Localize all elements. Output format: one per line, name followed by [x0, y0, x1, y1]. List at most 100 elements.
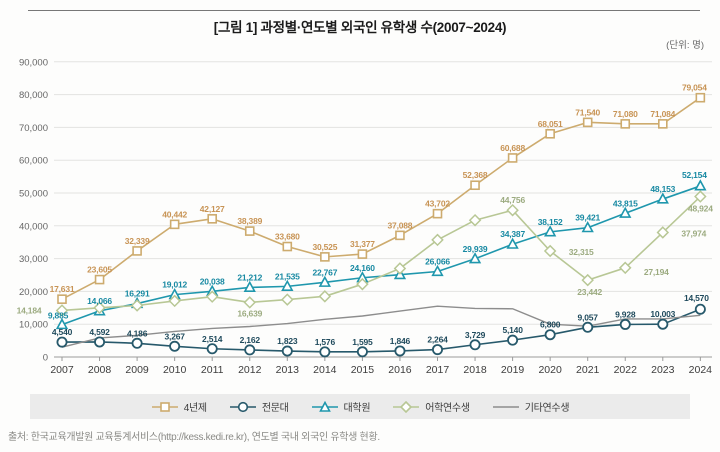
data-label-4년제: 31,377: [350, 239, 375, 249]
data-label-어학연수생: 16,639: [237, 308, 262, 318]
data-label-4년제: 71,080: [613, 109, 638, 119]
data-label-전문대: 5,140: [502, 325, 523, 335]
data-label-전문대: 9,057: [578, 312, 599, 322]
x-tick-label: 2007: [50, 364, 74, 376]
unit-label: (단위: 명): [666, 40, 704, 51]
data-label-어학연수생: 23,442: [577, 287, 602, 297]
marker-diamond-어학연수생: [506, 203, 519, 217]
legend-line-icon: [492, 405, 519, 408]
legend-item-기타연수생: 기타연수생: [492, 399, 570, 414]
data-label-전문대: 2,264: [427, 335, 448, 345]
marker-diamond-어학연수생: [168, 294, 181, 308]
data-label-4년제: 40,442: [162, 209, 187, 219]
x-tick-label: 2013: [276, 364, 300, 376]
marker-triangle-대학원: [619, 206, 632, 218]
marker-square-4년제: [207, 214, 217, 224]
data-label-4년제: 52,368: [463, 170, 488, 180]
y-tick-label: 30,000: [19, 254, 48, 265]
data-label-4년제: 71,084: [650, 109, 675, 119]
marker-square-4년제: [470, 180, 480, 191]
data-label-대학원: 34,387: [500, 229, 525, 239]
marker-triangle-대학원: [581, 221, 594, 233]
legend-diamond-icon: [393, 400, 420, 413]
data-label-전문대: 1,576: [315, 337, 336, 347]
y-tick-label: 10,000: [19, 320, 48, 331]
data-label-전문대: 4,186: [127, 328, 148, 338]
data-label-어학연수생: 37,974: [681, 228, 706, 238]
marker-triangle-대학원: [468, 252, 482, 264]
legend-circle-icon: [229, 401, 256, 412]
marker-circle-전문대: [694, 303, 706, 315]
x-tick-label: 2020: [538, 364, 562, 376]
data-label-대학원: 24,160: [350, 263, 375, 273]
marker-circle-전문대: [507, 334, 519, 346]
data-label-4년제: 37,088: [388, 220, 413, 230]
marker-square-4년제: [695, 92, 706, 103]
marker-circle-전문대: [131, 337, 143, 349]
marker-square-4년제: [507, 153, 518, 163]
marker-circle-전문대: [244, 344, 256, 356]
marker-diamond-어학연수생: [656, 226, 670, 239]
x-tick-label: 2012: [238, 364, 262, 376]
marker-square-4년제: [244, 226, 255, 236]
data-label-4년제: 23,605: [87, 265, 112, 275]
marker-circle-전문대: [431, 344, 443, 356]
marker-diamond-어학연수생: [281, 293, 294, 306]
data-label-어학연수생: 48,924: [688, 204, 713, 214]
legend-label: 기타연수생: [524, 403, 570, 414]
data-label-4년제: 42,127: [200, 204, 225, 214]
data-label-대학원: 29,939: [463, 244, 488, 254]
marker-square-4년제: [545, 128, 555, 139]
data-label-전문대: 1,823: [277, 336, 298, 346]
legend-item-대학원: 대학원: [311, 399, 371, 414]
marker-circle-전문대: [582, 321, 594, 333]
data-label-대학원: 20,038: [200, 276, 225, 286]
marker-circle-전문대: [281, 345, 293, 357]
marker-triangle-대학원: [55, 317, 69, 330]
marker-circle-전문대: [469, 339, 481, 351]
y-tick-label: 70,000: [19, 123, 48, 134]
marker-diamond-어학연수생: [468, 213, 482, 227]
marker-circle-전문대: [356, 346, 368, 358]
source-note: 출처: 한국교육개발원 교육통계서비스(http://kess.kedi.re.…: [8, 432, 380, 443]
data-label-전문대: 2,162: [240, 335, 261, 345]
x-tick-label: 2016: [388, 364, 412, 376]
marker-circle-전문대: [319, 346, 331, 358]
data-label-어학연수생: 14,184: [17, 305, 42, 315]
data-label-4년제: 68,051: [538, 119, 563, 129]
data-label-대학원: 52,154: [682, 170, 707, 180]
y-tick-label: 80,000: [19, 90, 48, 101]
legend-label: 전문대: [261, 403, 289, 414]
marker-square-4년제: [320, 252, 330, 262]
data-label-대학원: 21,212: [237, 272, 262, 282]
data-label-어학연수생: 32,315: [569, 247, 594, 257]
chart-legend: 4년제 전문대 대학원 어학연수생 기타연수생: [30, 394, 690, 419]
data-label-대학원: 9,885: [48, 311, 69, 321]
data-label-대학원: 48,153: [650, 184, 675, 194]
data-label-전문대: 14,570: [684, 293, 709, 303]
marker-square-4년제: [432, 208, 443, 219]
data-label-대학원: 26,066: [425, 257, 450, 267]
data-label-4년제: 32,339: [125, 236, 150, 246]
marker-triangle-대학원: [431, 264, 444, 277]
data-label-어학연수생: 44,756: [500, 195, 525, 205]
marker-triangle-대학원: [544, 225, 557, 237]
x-tick-label: 2017: [426, 364, 450, 376]
marker-diamond-어학연수생: [130, 299, 144, 312]
x-tick-label: 2008: [88, 364, 112, 376]
marker-diamond-어학연수생: [93, 301, 106, 315]
marker-diamond-어학연수생: [243, 296, 257, 309]
marker-diamond-어학연수생: [205, 290, 219, 303]
y-tick-label: 20,000: [19, 287, 48, 298]
x-tick-label: 2014: [313, 364, 337, 376]
data-label-대학원: 21,535: [275, 271, 300, 281]
data-label-어학연수생: 27,194: [644, 267, 669, 277]
data-label-4년제: 30,525: [312, 242, 337, 252]
x-tick-label: 2009: [125, 364, 149, 376]
data-label-대학원: 14,066: [87, 296, 112, 306]
marker-circle-전문대: [657, 318, 669, 330]
legend-triangle-icon: [311, 400, 338, 412]
data-label-전문대: 1,846: [390, 336, 411, 346]
y-tick-label: 60,000: [19, 156, 48, 167]
data-label-4년제: 38,389: [237, 216, 262, 226]
